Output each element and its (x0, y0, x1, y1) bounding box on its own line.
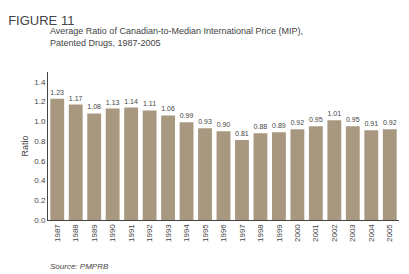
svg-text:0.6: 0.6 (34, 157, 46, 166)
svg-text:2002: 2002 (330, 224, 339, 242)
svg-text:1.17: 1.17 (69, 95, 83, 102)
svg-text:1995: 1995 (201, 224, 210, 242)
svg-text:1999: 1999 (275, 224, 284, 242)
svg-text:1990: 1990 (108, 224, 117, 242)
svg-text:1.2: 1.2 (34, 97, 46, 106)
svg-text:1.14: 1.14 (124, 98, 138, 105)
svg-text:0.2: 0.2 (34, 196, 46, 205)
svg-text:2003: 2003 (348, 224, 357, 242)
svg-text:0.95: 0.95 (309, 116, 323, 123)
svg-text:1.08: 1.08 (87, 103, 101, 110)
svg-text:0.92: 0.92 (291, 119, 305, 126)
svg-text:0.90: 0.90 (217, 121, 231, 128)
svg-text:1.13: 1.13 (106, 99, 120, 106)
svg-text:1988: 1988 (71, 224, 80, 242)
svg-text:Source: PMPRB: Source: PMPRB (50, 262, 109, 271)
svg-text:FIGURE 11: FIGURE 11 (8, 13, 74, 28)
svg-text:0.89: 0.89 (272, 122, 286, 129)
svg-text:1.4: 1.4 (34, 78, 46, 87)
svg-text:1987: 1987 (53, 224, 62, 242)
svg-text:0.8: 0.8 (34, 137, 46, 146)
svg-text:0.0: 0.0 (34, 216, 46, 225)
svg-text:1996: 1996 (219, 224, 228, 242)
svg-text:2004: 2004 (367, 224, 376, 242)
svg-text:Ratio: Ratio (20, 135, 30, 156)
svg-text:0.93: 0.93 (198, 118, 212, 125)
svg-text:Average Ratio of Canadian-to-M: Average Ratio of Canadian-to-Median Inte… (50, 26, 303, 48)
svg-text:1992: 1992 (145, 224, 154, 242)
svg-text:1.06: 1.06 (161, 105, 175, 112)
svg-text:1993: 1993 (164, 224, 173, 242)
svg-text:0.81: 0.81 (235, 130, 249, 137)
svg-text:0.88: 0.88 (254, 123, 268, 130)
svg-text:2001: 2001 (311, 224, 320, 242)
svg-text:1991: 1991 (127, 224, 136, 242)
svg-text:1998: 1998 (256, 224, 265, 242)
svg-text:1994: 1994 (182, 224, 191, 242)
svg-text:1.0: 1.0 (34, 117, 46, 126)
svg-text:1.23: 1.23 (50, 89, 64, 96)
svg-text:0.99: 0.99 (180, 112, 194, 119)
svg-text:1989: 1989 (90, 224, 99, 242)
svg-text:2000: 2000 (293, 224, 302, 242)
svg-text:0.91: 0.91 (364, 120, 378, 127)
svg-text:0.95: 0.95 (346, 116, 360, 123)
svg-text:1997: 1997 (238, 224, 247, 242)
svg-text:1.01: 1.01 (327, 110, 341, 117)
svg-text:0.92: 0.92 (383, 119, 397, 126)
svg-text:0.4: 0.4 (34, 176, 46, 185)
svg-text:2005: 2005 (385, 224, 394, 242)
svg-text:1.11: 1.11 (143, 100, 156, 107)
